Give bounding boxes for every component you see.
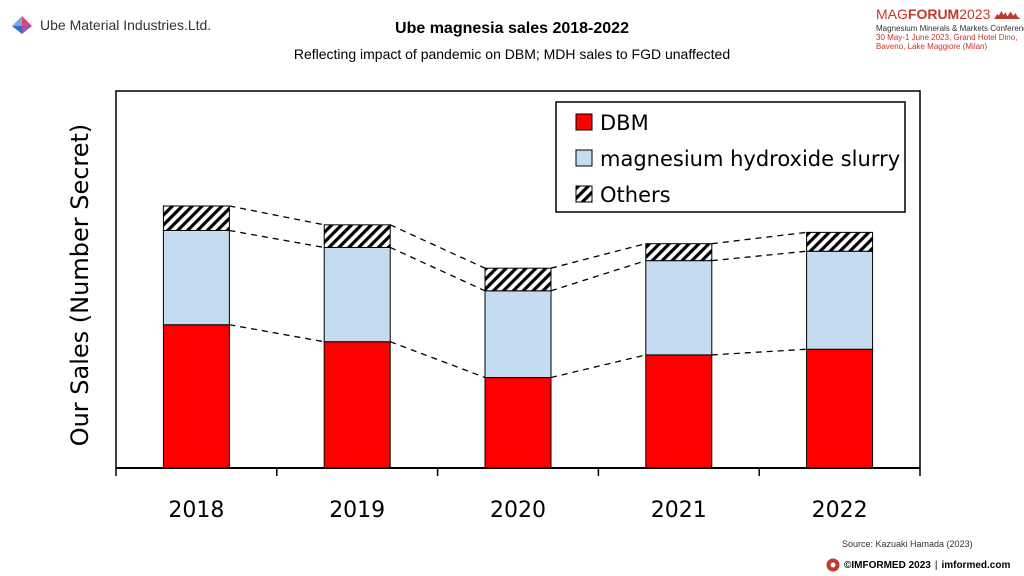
company-name: Ube Material Industries.Ltd. — [40, 17, 212, 33]
connector-line — [229, 229, 325, 249]
bar-dbm-2020 — [484, 377, 552, 469]
bar-others-2021 — [645, 243, 713, 262]
x-tick-label: 2021 — [651, 498, 707, 523]
bar-others-2019 — [323, 224, 391, 248]
connector-line — [711, 231, 807, 245]
legend: DBM magnesium hydroxide slurry Others — [555, 101, 906, 213]
legend-box — [555, 101, 906, 213]
connector-line — [229, 324, 325, 343]
y-axis-label: Our Sales (Number Secret) — [66, 124, 94, 447]
ube-logo-icon — [12, 16, 32, 34]
connector-line — [229, 205, 325, 226]
connector-line — [389, 246, 486, 292]
legend-swatch — [575, 149, 593, 167]
conference-name: MAGFORUM2023 — [876, 6, 1021, 22]
connector-line — [389, 224, 486, 269]
x-tick-label: 2019 — [329, 498, 385, 523]
conference-tagline: Magnesium Minerals & Markets Conference — [876, 24, 1024, 33]
bar-others-2020 — [484, 267, 552, 292]
bar-others-2022 — [806, 231, 874, 252]
connector-line — [550, 243, 646, 269]
conference-venue: 30 May-1 June 2023, Grand Hotel Dino, Ba… — [876, 33, 1018, 51]
source-note: Source: Kazuaki Hamada (2023) — [842, 539, 973, 549]
bar-magnesium-hydroxide-slurry-2020 — [484, 290, 552, 379]
bar-others-2018 — [162, 205, 230, 231]
legend-label: Others — [600, 183, 671, 207]
bar-dbm-2018 — [162, 324, 230, 469]
legend-label: DBM — [600, 111, 649, 135]
footer-site[interactable]: imformed.com — [941, 559, 1011, 571]
bar-dbm-2019 — [323, 341, 391, 469]
bar-magnesium-hydroxide-slurry-2022 — [806, 250, 874, 350]
legend-label: magnesium hydroxide slurry — [600, 147, 900, 171]
x-tick-label: 2020 — [490, 498, 546, 523]
skyline-icon — [994, 10, 1021, 19]
connector-line — [389, 341, 486, 379]
bar-dbm-2021 — [645, 354, 713, 469]
connector-line — [711, 348, 807, 356]
imformed-icon — [826, 558, 840, 572]
bar-dbm-2022 — [806, 348, 874, 469]
chart-title: Ube magnesia sales 2018-2022 — [395, 20, 629, 37]
company-logo: Ube Material Industries.Ltd. — [10, 14, 211, 36]
chart-subtitle: Reflecting impact of pandemic on DBM; MD… — [293, 46, 731, 62]
bar-magnesium-hydroxide-slurry-2018 — [162, 229, 230, 326]
bar-magnesium-hydroxide-slurry-2019 — [323, 246, 391, 343]
conference-logo: MAGFORUM2023 Magnesium Minerals & Market… — [876, 6, 1024, 51]
legend-swatch — [575, 185, 593, 203]
x-tick-label: 2018 — [168, 498, 224, 523]
bar-magnesium-hydroxide-slurry-2021 — [645, 260, 713, 356]
x-tick-label: 2022 — [812, 498, 868, 523]
footer-separator: | — [934, 559, 938, 571]
connector-line — [550, 354, 646, 379]
footer: ©IMFORMED 2023 | imformed.com — [826, 558, 1010, 572]
footer-brand: ©IMFORMED 2023 — [844, 559, 931, 571]
connector-line — [550, 260, 646, 292]
legend-swatch — [575, 113, 593, 131]
connector-line — [711, 250, 807, 262]
